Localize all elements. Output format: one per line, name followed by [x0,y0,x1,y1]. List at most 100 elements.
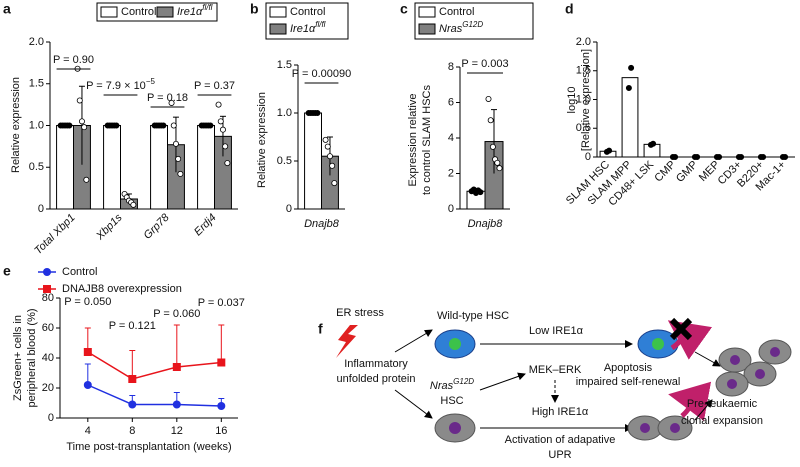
legend-box [265,2,349,40]
p-value: P = 0.18 [147,92,188,104]
diagram-label: impaired self-renewal [576,376,681,388]
data-point [224,160,231,167]
diagram-label-part: G12D [453,377,474,386]
diagram-label: Activation of adapative [505,434,616,446]
panel-label: c [400,1,408,17]
p-value-part: P = 0.003 [461,58,508,70]
p-value: P = 0.060 [153,308,200,320]
data-point [760,153,767,160]
data-point [78,118,85,125]
cross [669,317,693,341]
data-point [485,95,492,102]
data-point [219,126,226,133]
p-value-part: P = 0.18 [147,92,188,104]
x-tick-label: 4 [85,425,91,437]
diagram-label: unfolded protein [337,373,416,385]
data-point [489,143,496,150]
bar [56,125,75,210]
bar [103,125,122,210]
data-point [782,153,789,160]
p-value: P = 7.9 × 10−5 [86,77,155,92]
data-point [329,162,336,169]
data-point [716,153,723,160]
y-tick-label: 1.5 [277,59,292,71]
nucleus [755,369,765,379]
legend-label-part: Ire1α [177,6,203,18]
diagram-label: Wild-type HSC [437,310,509,322]
marker [43,268,51,276]
data-point [314,110,321,117]
y-axis-label: Relative expression [256,92,268,188]
diagram-label: clonal expansion [681,415,763,427]
data-point [207,122,214,129]
nucleus [670,423,680,433]
data-point [625,85,632,92]
data-point [175,155,182,162]
x-tick-label: Total Xbp1 [32,212,77,257]
p-value-part: P = 0.90 [53,54,94,66]
data-point [694,153,701,160]
y-tick-label: 0 [585,151,591,163]
x-tick-label: 12 [171,425,183,437]
arrow [479,372,526,391]
p-value: P = 0.003 [461,58,508,70]
y-axis-label: ZsGreen+ cells in [12,315,24,401]
y-axis-label: Expression relative [407,94,419,187]
y-tick-label: 2 [448,167,454,179]
data-point [322,136,329,143]
panel-label: a [3,1,11,17]
data-point [628,64,635,71]
data-point [160,122,167,129]
legend-label: Control [121,6,156,18]
legend-label: Control [439,6,474,18]
legend-label-part: G12D [462,20,483,29]
y-tick-label: 2.0 [29,36,44,48]
series-line [87,351,222,380]
legend-label-part: fl/fl [202,3,212,12]
legend-label: DNAJB8 overexpression [62,283,182,295]
legend-label-part: Control [439,6,474,18]
bar [197,125,216,210]
bar [621,77,639,158]
lightning [336,325,358,358]
legend-label: Ire1αfl/fl [177,3,213,18]
bar [150,125,169,210]
nucleus [640,423,650,433]
y-tick-label: 20 [42,382,54,394]
p-value: P = 0.121 [109,320,156,332]
x-tick-label: Dnajb8 [304,218,340,230]
data-point [81,124,88,131]
nucleus [652,338,664,350]
diagram-label: MEK–ERK [529,364,582,376]
data-point [66,122,73,129]
data-point [215,101,222,108]
y-tick-label: 0.5 [29,161,44,173]
data-point [487,117,494,124]
legend-label-part: Control [121,6,156,18]
legend-label-part: Ire1α [290,23,316,35]
y-tick-label: 0 [448,203,454,215]
data-point [324,143,331,150]
data-point [217,118,224,125]
legend-label-part: Control [290,6,325,18]
x-tick-label: Xbp1s [93,211,125,243]
p-value-part: P = 0.37 [194,80,235,92]
y-tick-label: 8 [448,61,454,73]
y-tick-label: 1.0 [29,119,44,131]
nucleus [449,338,461,350]
data-point [672,153,679,160]
panel-label: e [3,263,11,279]
y-tick-label: 6 [448,96,454,108]
legend-swatch [269,23,287,35]
diagram-label: Low IRE1α [529,325,584,337]
p-value: P = 0.037 [198,297,245,309]
arrow [694,399,713,421]
y-tick-label: 1.5 [29,78,44,90]
diagram-label: HSC [440,395,463,407]
data-point [168,99,175,106]
data-point [222,143,229,150]
nucleus [727,379,737,389]
data-point [76,97,83,104]
diagram-label: Pre-leukaemic [687,398,758,410]
